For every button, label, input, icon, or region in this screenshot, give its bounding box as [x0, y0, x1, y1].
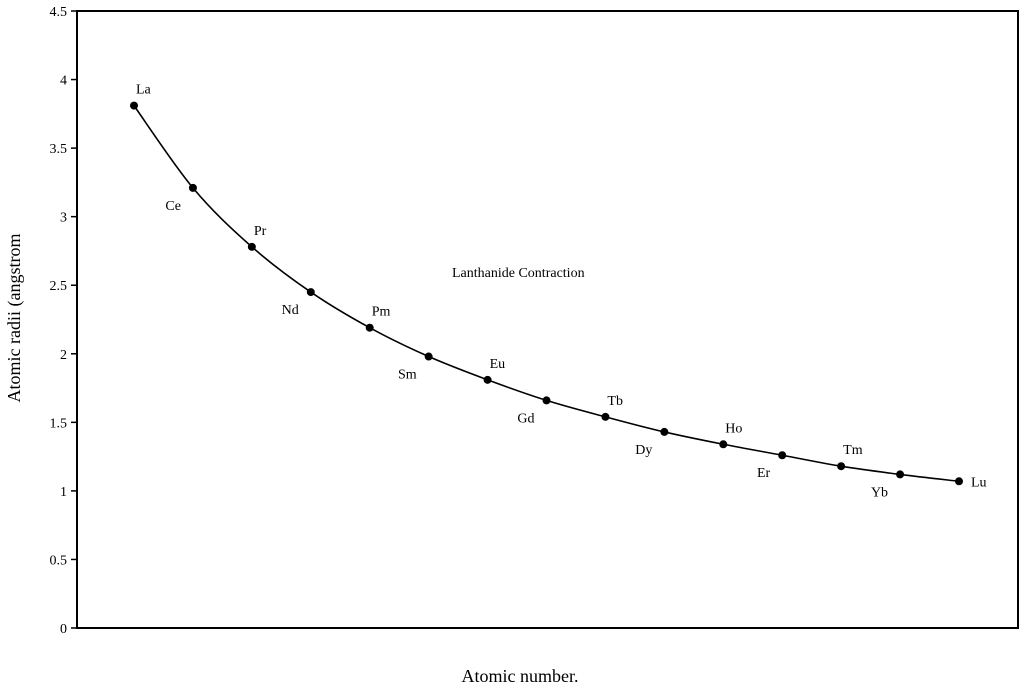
data-point-eu	[483, 375, 492, 384]
data-point-dy	[660, 427, 669, 436]
y-tick-label: 3	[60, 211, 67, 226]
y-tick-label: 4	[60, 74, 67, 89]
data-point-tb	[601, 412, 610, 421]
x-axis-title: Atomic number.	[462, 666, 579, 686]
point-label-pr: Pr	[254, 224, 267, 239]
data-point-lu	[955, 477, 963, 486]
data-point-la	[130, 101, 138, 110]
data-point-er	[778, 451, 787, 460]
point-label-er: Er	[757, 466, 771, 481]
data-point-pr	[247, 242, 256, 251]
point-label-yb: Yb	[871, 485, 888, 500]
data-point-yb	[896, 470, 905, 479]
point-label-ho: Ho	[725, 421, 742, 436]
data-point-tm	[837, 462, 846, 471]
y-tick-label: 0	[60, 622, 67, 637]
chart-annotation: Lanthanide Contraction	[452, 266, 585, 281]
point-label-ce: Ce	[165, 199, 181, 214]
point-label-tb: Tb	[607, 394, 623, 409]
data-point-gd	[542, 396, 551, 405]
y-axis: 0 0.5 1 1.5 2 2.5 3 3.5 4 4.5	[50, 5, 77, 637]
point-label-tm: Tm	[843, 443, 863, 458]
y-tick-label: 2	[60, 348, 67, 363]
data-point-sm	[424, 352, 433, 361]
data-points	[130, 101, 963, 486]
plot-area-frame	[76, 10, 1019, 629]
point-label-lu: Lu	[971, 475, 987, 490]
y-tick-label: 3.5	[50, 142, 68, 157]
y-axis-title: Atomic radii (angstrom	[4, 234, 25, 403]
data-point-ho	[719, 440, 728, 449]
y-tick-label: 4.5	[50, 5, 68, 20]
y-tick-label: 1	[60, 485, 67, 500]
y-tick-label: 1.5	[50, 416, 68, 431]
y-tick-label: 0.5	[50, 553, 68, 568]
data-point-nd	[306, 288, 315, 297]
data-point-pm	[365, 323, 374, 332]
data-point-ce	[188, 183, 197, 192]
point-labels: La Ce Pr Nd Pm Sm Eu Gd Tb Dy Ho Er Tm Yb Lu	[136, 83, 987, 501]
point-label-pm: Pm	[372, 305, 391, 320]
point-label-nd: Nd	[282, 303, 299, 318]
y-tick-label: 2.5	[50, 279, 68, 294]
point-label-dy: Dy	[635, 443, 652, 458]
point-label-gd: Gd	[517, 411, 534, 426]
point-label-la: La	[136, 83, 152, 98]
point-label-sm: Sm	[398, 368, 417, 383]
point-label-eu: Eu	[490, 357, 506, 372]
